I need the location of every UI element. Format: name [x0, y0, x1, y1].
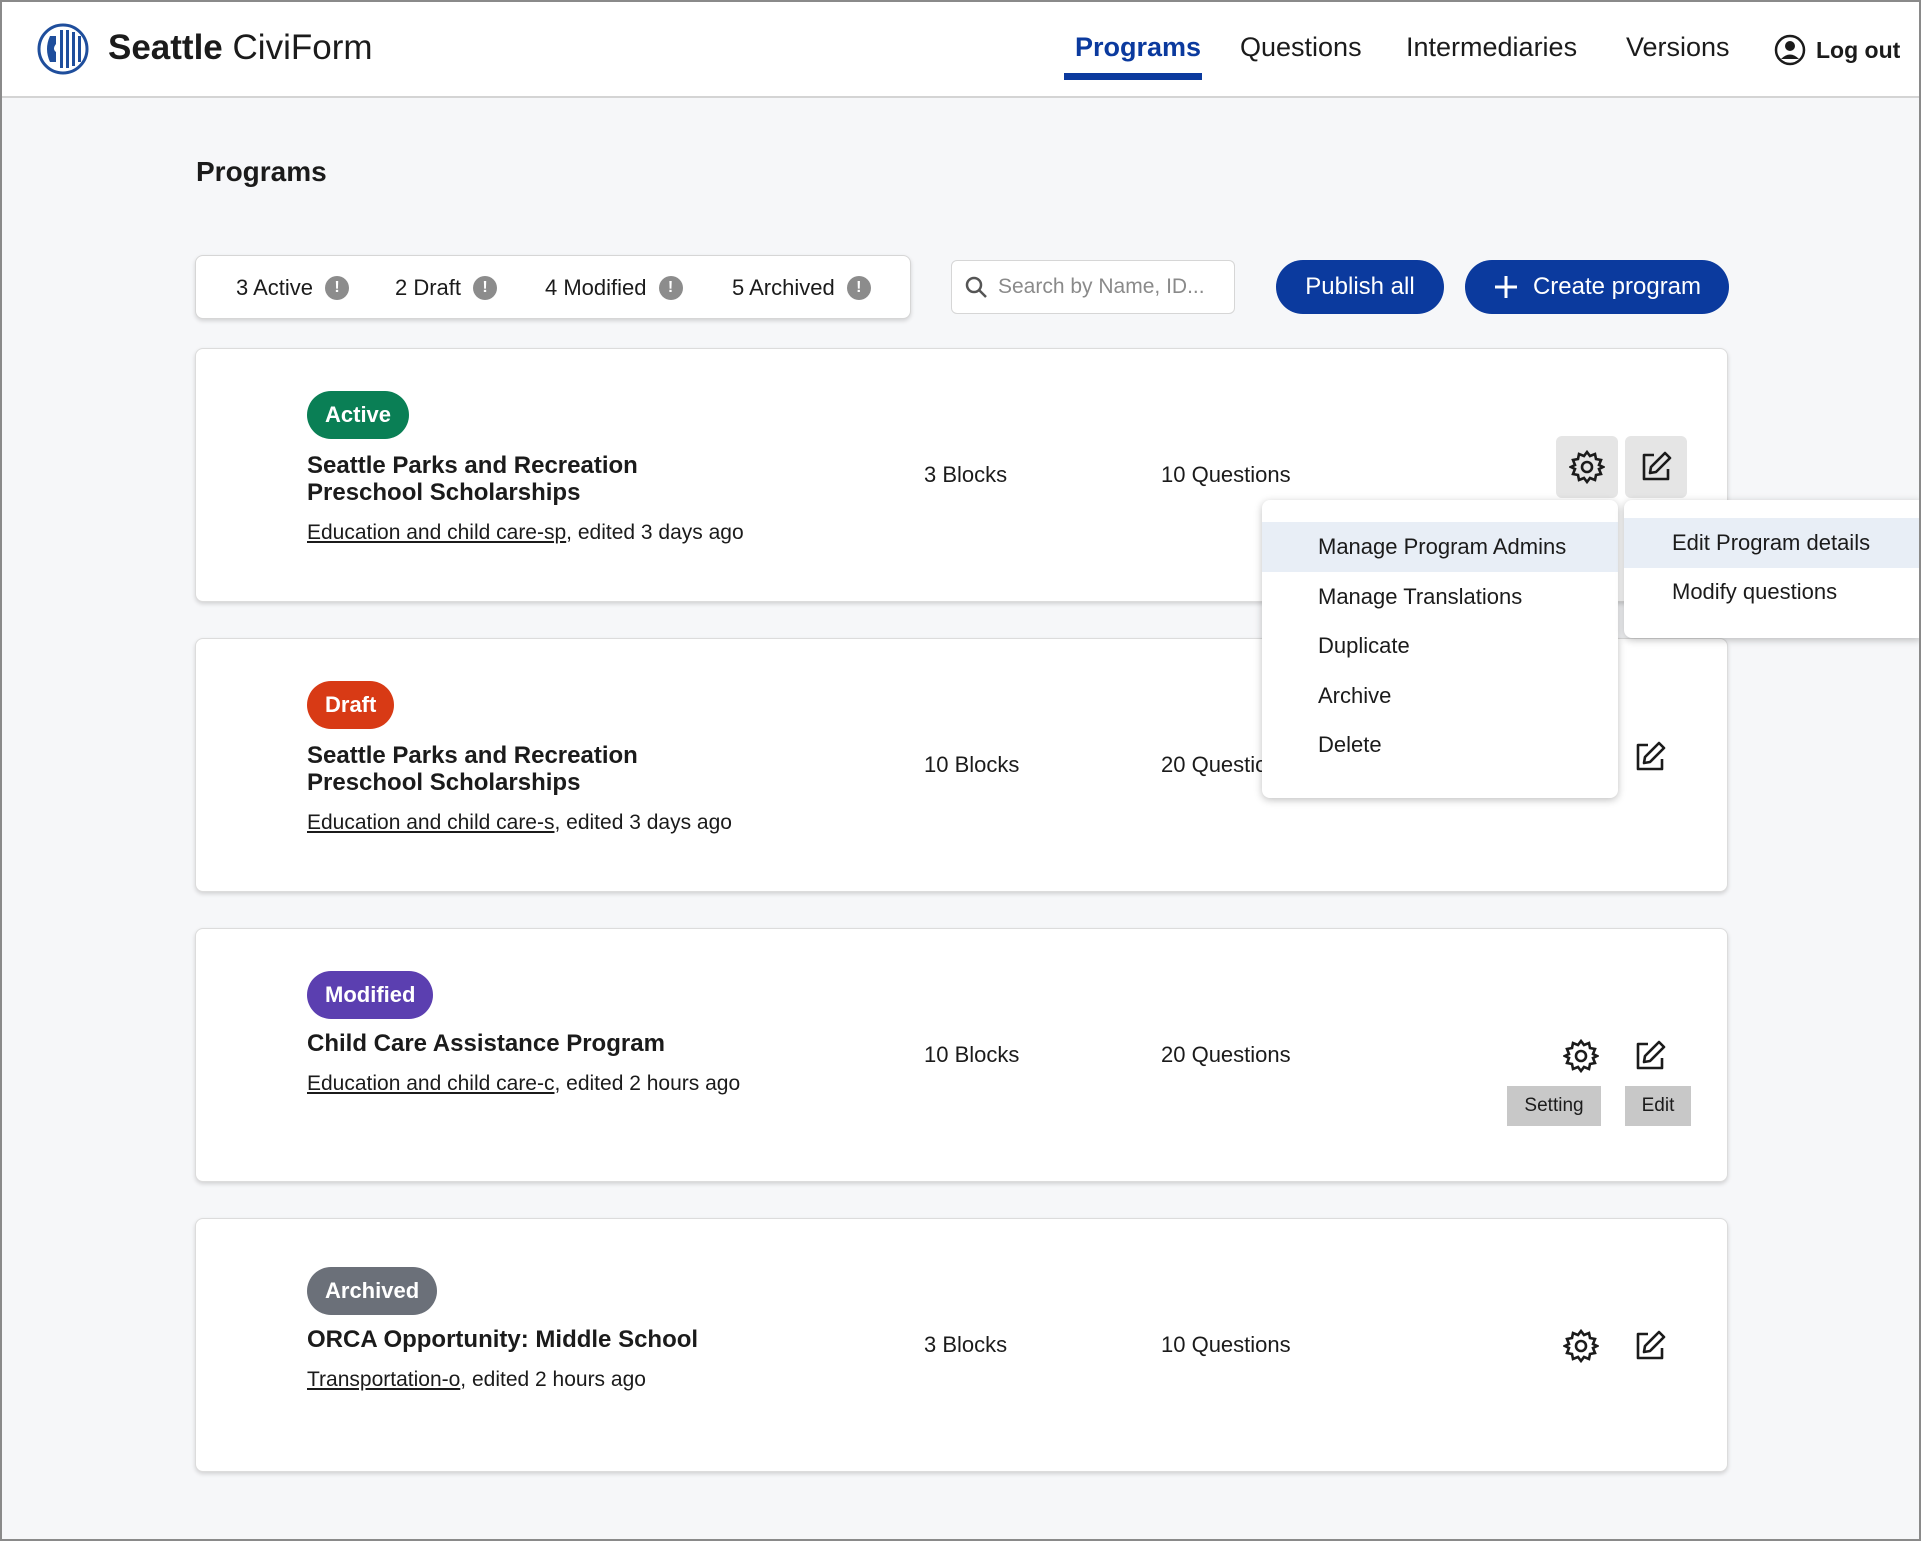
status-badge-active: Active	[307, 391, 410, 439]
nav-active-underline	[1064, 73, 1202, 80]
brand-rest: CiviForm	[232, 28, 373, 67]
brand-bold: Seattle	[108, 28, 223, 67]
filter-modified[interactable]: 4 Modified !	[545, 273, 683, 303]
program-category-link[interactable]: Education and child care-c	[307, 1072, 555, 1095]
edit-button[interactable]	[1625, 436, 1687, 498]
questions-count: 10 Questions	[1161, 1332, 1291, 1357]
program-card: Archived ORCA Opportunity: Middle School…	[195, 1218, 1728, 1472]
program-meta: Education and child care-sp, edited 3 da…	[307, 519, 744, 547]
nav-intermediaries[interactable]: Intermediaries	[1406, 32, 1578, 62]
settings-button[interactable]	[1550, 1315, 1612, 1377]
filter-label: 3 Active	[236, 275, 314, 300]
publish-all-label: Publish all	[1305, 273, 1415, 300]
program-name: Seattle Parks and Recreation Preschool S…	[307, 742, 727, 796]
program-name: Child Care Assistance Program	[307, 1030, 665, 1057]
program-name-line: Seattle Parks and Recreation	[307, 452, 638, 479]
filter-label: 2 Draft	[395, 275, 462, 300]
filter-draft[interactable]: 2 Draft !	[395, 273, 498, 303]
edit-icon	[1636, 1330, 1666, 1360]
gear-icon	[1569, 449, 1605, 485]
status-badge-archived: Archived	[307, 1267, 438, 1315]
program-category-link[interactable]: Education and child care-sp	[307, 521, 567, 544]
search-icon	[965, 276, 987, 298]
filter-archived[interactable]: 5 Archived !	[732, 273, 871, 303]
menu-duplicate[interactable]: Duplicate	[1318, 633, 1410, 658]
gear-icon	[1563, 1038, 1599, 1074]
questions-count: 20 Questio	[1161, 752, 1268, 777]
gear-icon	[1563, 1328, 1599, 1364]
info-icon: !	[473, 276, 498, 300]
questions-count: 10 Questions	[1161, 462, 1291, 487]
brand-title[interactable]: Seattle CiviForm	[108, 26, 373, 70]
blocks-count: 10 Blocks	[924, 1042, 1020, 1067]
program-edited: , edited 2 hours ago	[554, 1072, 741, 1095]
info-icon: !	[325, 276, 350, 300]
publish-all-button[interactable]: Publish all	[1276, 260, 1444, 314]
program-edited: , edited 2 hours ago	[460, 1368, 646, 1391]
filter-label: 5 Archived	[732, 275, 835, 300]
top-header: Seattle CiviForm Programs Questions Inte…	[0, 0, 1921, 98]
status-filter-bar: 3 Active ! 2 Draft ! 4 Modified ! 5 Arch…	[195, 255, 911, 319]
page-title: Programs	[196, 156, 327, 187]
edit-menu: Edit Program details Modify questions	[1624, 500, 1921, 638]
edit-icon	[1636, 1040, 1666, 1070]
status-badge-modified: Modified	[307, 971, 434, 1019]
menu-delete[interactable]: Delete	[1318, 732, 1382, 757]
search-box	[951, 260, 1235, 314]
blocks-count: 3 Blocks	[924, 462, 1008, 487]
edit-icon	[1642, 451, 1672, 481]
edit-button[interactable]	[1619, 1025, 1681, 1087]
seattle-logo-icon	[37, 23, 89, 75]
menu-archive[interactable]: Archive	[1318, 683, 1392, 708]
program-name-line: Preschool Scholarships	[307, 769, 581, 796]
settings-button[interactable]	[1556, 436, 1618, 498]
program-meta: Transportation-o, edited 2 hours ago	[307, 1366, 646, 1394]
edit-button[interactable]	[1619, 1315, 1681, 1377]
program-category-link[interactable]: Education and child care-s	[307, 811, 555, 834]
search-input[interactable]	[998, 275, 1228, 299]
info-icon: !	[846, 276, 871, 300]
logout-button[interactable]: Log out	[1774, 30, 1900, 70]
program-meta: Education and child care-c, edited 2 hou…	[307, 1070, 740, 1098]
info-icon: !	[658, 276, 683, 300]
program-name: Seattle Parks and Recreation Preschool S…	[307, 452, 727, 506]
create-program-label: Create program	[1532, 273, 1702, 300]
menu-manage-program-admins[interactable]: Manage Program Admins	[1262, 522, 1618, 572]
filter-label: 4 Modified	[545, 275, 647, 300]
settings-menu: Manage Program Admins Manage Translation…	[1262, 500, 1618, 798]
user-circle-icon	[1774, 34, 1806, 66]
menu-edit-program-details[interactable]: Edit Program details	[1624, 518, 1921, 568]
program-category-link[interactable]: Transportation-o	[307, 1368, 461, 1391]
menu-modify-questions[interactable]: Modify questions	[1672, 579, 1838, 604]
blocks-count: 10 Blocks	[924, 752, 1020, 777]
settings-button[interactable]	[1550, 1025, 1612, 1087]
edit-tooltip: Edit	[1625, 1086, 1691, 1126]
edit-icon	[1636, 741, 1666, 771]
program-edited: , edited 3 days ago	[554, 811, 732, 834]
program-meta: Education and child care-s, edited 3 day…	[307, 809, 732, 837]
program-edited: , edited 3 days ago	[566, 521, 744, 544]
status-badge-draft: Draft	[307, 681, 395, 729]
nav-programs[interactable]: Programs	[1075, 32, 1202, 62]
nav-versions[interactable]: Versions	[1626, 32, 1730, 62]
program-name-line: Seattle Parks and Recreation	[307, 742, 638, 769]
filter-active[interactable]: 3 Active !	[236, 273, 350, 303]
logout-label: Log out	[1816, 36, 1901, 63]
questions-count: 20 Questions	[1161, 1042, 1291, 1067]
program-card: Modified Child Care Assistance Program E…	[195, 928, 1728, 1182]
program-card: Active Seattle Parks and Recreation Pres…	[195, 348, 1728, 602]
program-name-line: Preschool Scholarships	[307, 479, 581, 506]
setting-tooltip: Setting	[1507, 1086, 1601, 1126]
edit-button[interactable]	[1619, 726, 1681, 788]
menu-manage-translations[interactable]: Manage Translations	[1318, 584, 1523, 609]
blocks-count: 3 Blocks	[924, 1332, 1008, 1357]
program-name: ORCA Opportunity: Middle School	[307, 1326, 699, 1353]
nav-questions[interactable]: Questions	[1240, 32, 1362, 62]
create-program-button[interactable]: Create program	[1465, 260, 1729, 314]
plus-icon	[1494, 276, 1517, 298]
